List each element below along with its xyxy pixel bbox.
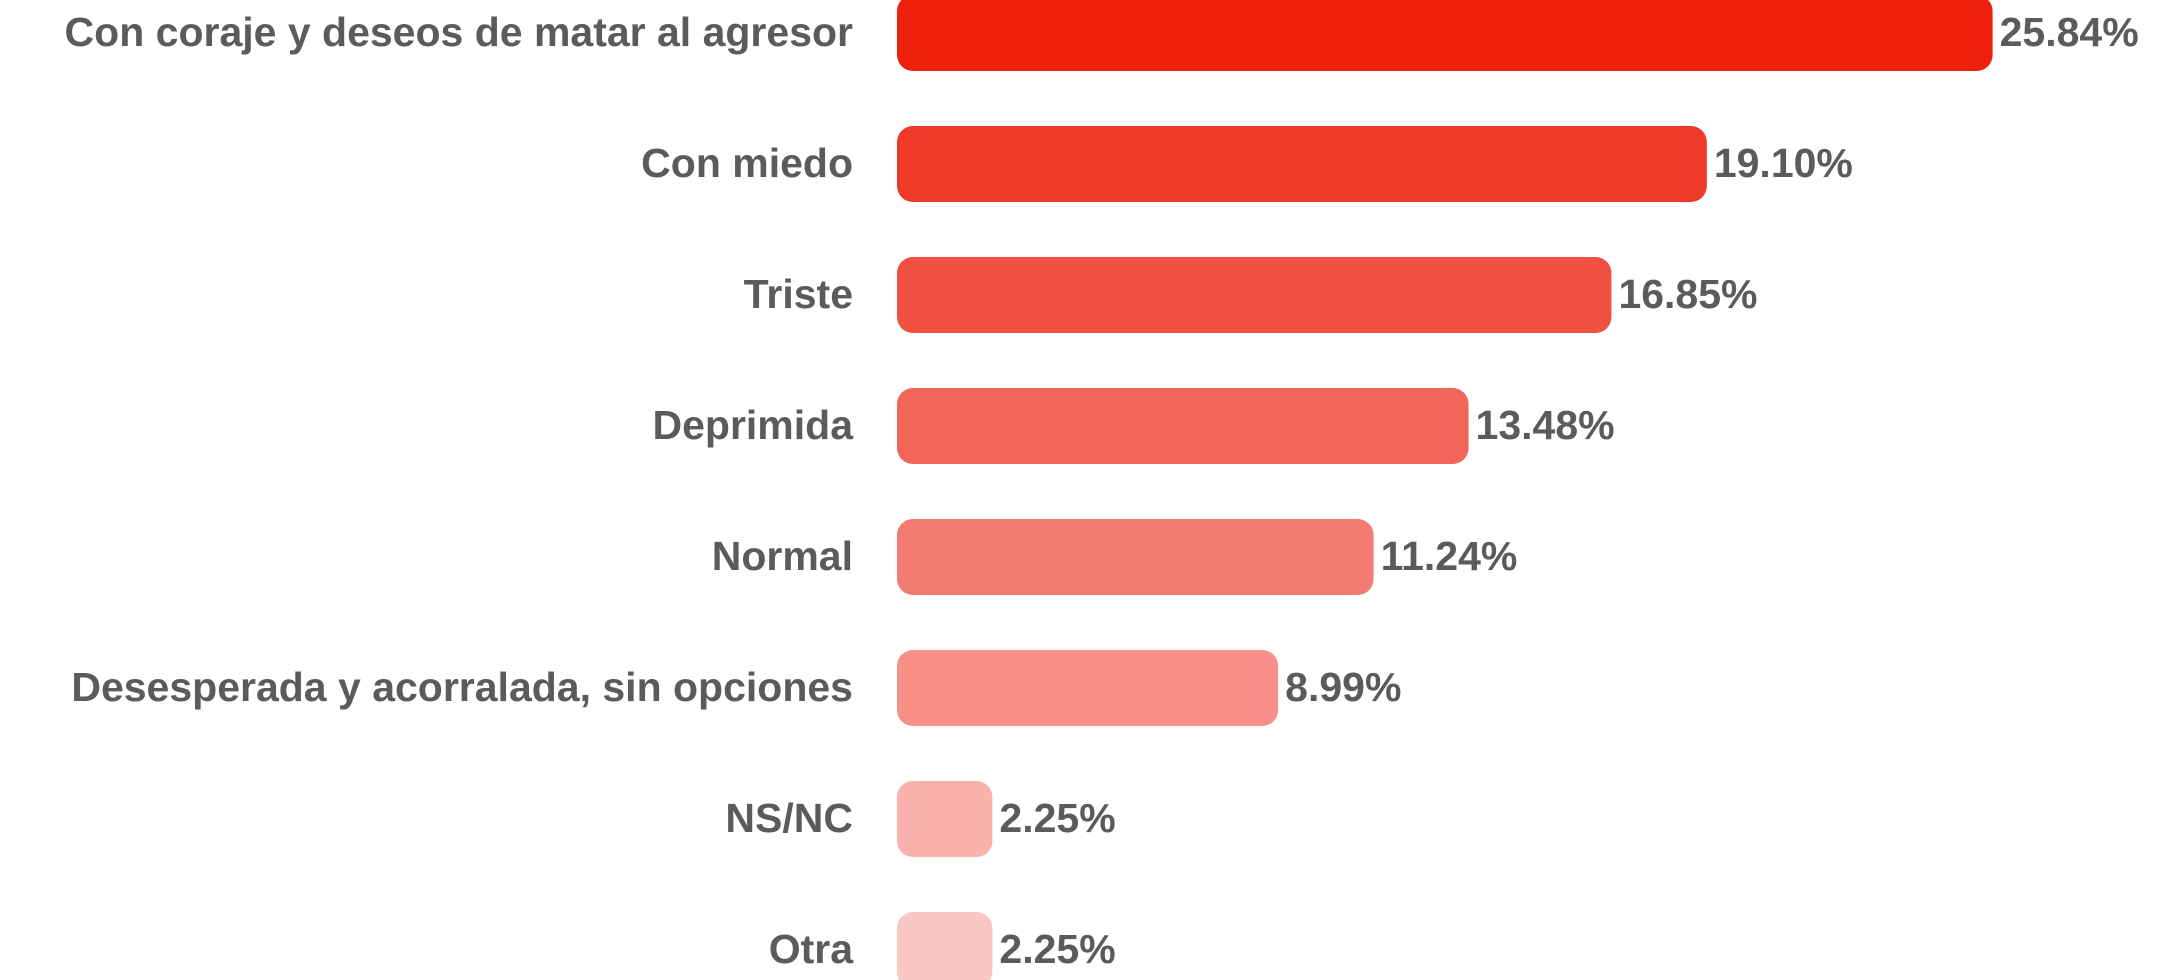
category-label: Otra bbox=[769, 926, 855, 972]
value-label: 2.25% bbox=[999, 795, 1115, 841]
value-label: 25.84% bbox=[2000, 9, 2139, 55]
category-label: Triste bbox=[744, 271, 853, 317]
category-label: Deprimida bbox=[653, 402, 855, 448]
bar bbox=[897, 0, 1993, 71]
category-label: Con miedo bbox=[641, 140, 853, 186]
bar bbox=[897, 257, 1612, 333]
category-label: Normal bbox=[712, 533, 853, 579]
value-label: 16.85% bbox=[1618, 271, 1757, 317]
value-label: 11.24% bbox=[1381, 533, 1518, 579]
bar bbox=[897, 912, 993, 980]
category-label: Desesperada y acorralada, sin opciones bbox=[71, 664, 853, 710]
bar bbox=[897, 650, 1279, 726]
category-label: NS/NC bbox=[725, 795, 853, 841]
value-label: 2.25% bbox=[999, 926, 1115, 972]
bar bbox=[897, 781, 993, 857]
value-label: 13.48% bbox=[1476, 402, 1615, 448]
category-label: Con coraje y deseos de matar al agresor bbox=[65, 9, 853, 55]
bar bbox=[897, 388, 1469, 464]
bar bbox=[897, 126, 1707, 202]
value-label: 19.10% bbox=[1714, 140, 1853, 186]
value-label: 8.99% bbox=[1285, 664, 1401, 710]
bar bbox=[897, 519, 1374, 595]
